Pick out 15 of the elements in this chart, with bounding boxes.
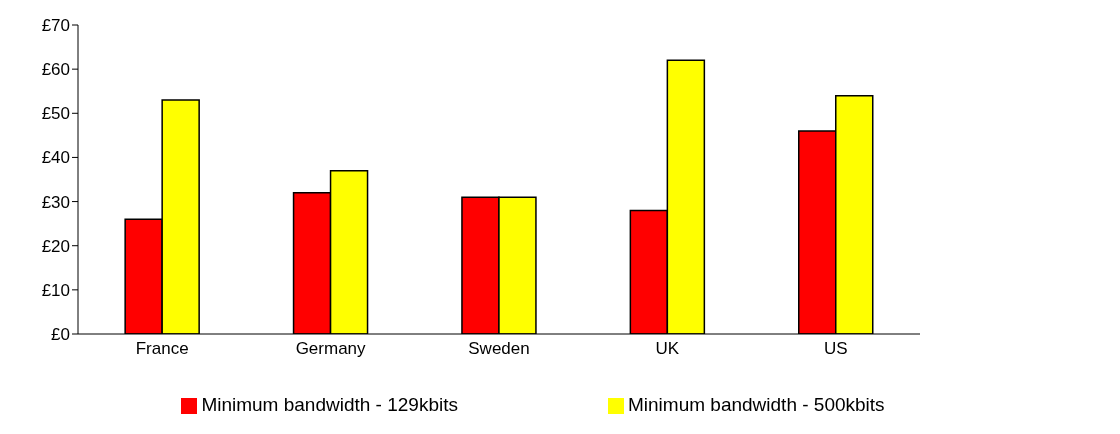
y-tick-label: £10 — [41, 280, 70, 300]
legend-label: Minimum bandwidth - 129kbits — [201, 394, 458, 415]
legend-label: Minimum bandwidth - 500kbits — [628, 394, 885, 415]
y-tick-label: £0 — [51, 325, 70, 345]
y-tick-label: £60 — [41, 60, 70, 80]
y-tick-label: £50 — [41, 104, 70, 124]
y-tick-label: £40 — [41, 148, 70, 168]
x-tick-label: France — [135, 339, 189, 359]
y-tick-label: £20 — [41, 236, 70, 256]
x-tick-label: US — [823, 339, 848, 359]
x-tick-label: UK — [655, 339, 680, 359]
x-tick-label: Sweden — [468, 339, 530, 359]
x-tick-label: Germany — [295, 339, 367, 359]
y-tick-label: £30 — [41, 192, 70, 212]
y-tick-label: £70 — [41, 16, 70, 36]
